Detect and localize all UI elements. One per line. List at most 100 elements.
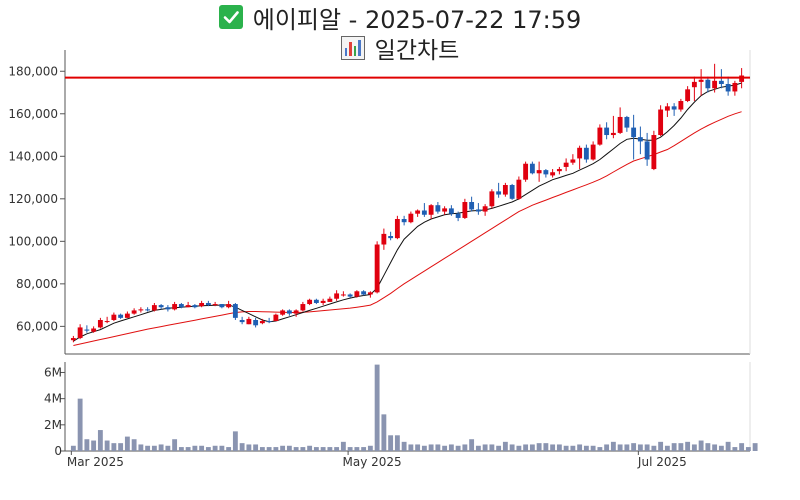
volume-bar — [367, 445, 373, 451]
candle — [644, 132, 650, 166]
volume-bar — [273, 447, 279, 451]
candle — [334, 290, 340, 301]
volume-bar — [131, 439, 137, 451]
volume-bar — [732, 447, 738, 451]
candle — [651, 130, 657, 171]
volume-bar — [118, 443, 124, 451]
candle-body — [577, 147, 583, 159]
volume-bar — [111, 443, 117, 451]
volume-bar — [455, 445, 461, 451]
candle — [77, 324, 83, 340]
volume-bar — [246, 444, 252, 451]
candle-body — [610, 132, 616, 136]
candle — [610, 115, 616, 139]
candle — [280, 309, 286, 316]
candle-body — [536, 170, 542, 174]
candle-body — [651, 135, 657, 170]
candle-body — [131, 310, 137, 314]
candle-body — [293, 310, 299, 314]
candle-body — [550, 172, 556, 176]
candle-body — [415, 210, 421, 214]
candle — [718, 69, 724, 89]
candle-body — [725, 84, 731, 92]
volume-bar — [172, 439, 178, 451]
candle — [354, 290, 360, 298]
candle — [374, 241, 380, 294]
volume-bar — [408, 444, 414, 451]
candle-body — [347, 294, 353, 297]
candle — [725, 76, 731, 96]
candle — [617, 107, 623, 134]
volume-series — [70, 364, 758, 451]
volume-bar — [523, 444, 529, 451]
candle-body — [489, 191, 495, 207]
candle-body — [104, 321, 110, 323]
candle-body — [253, 319, 259, 326]
volume-bar — [644, 444, 650, 451]
candle-body — [374, 244, 380, 293]
candle-body — [523, 163, 529, 180]
chart-title: 에이피알 - 2025-07-22 17:59 — [252, 5, 582, 34]
volume-bar — [239, 443, 245, 451]
price-y-tick-label: 120,000 — [8, 192, 58, 206]
price-y-tick-label: 180,000 — [8, 64, 58, 78]
candle-body — [388, 236, 394, 239]
candle — [698, 69, 704, 96]
volume-bar — [70, 445, 76, 451]
candle — [84, 325, 90, 333]
candle-body — [644, 141, 650, 160]
candle — [91, 326, 97, 333]
volume-bar — [556, 444, 562, 451]
candle-body — [97, 319, 103, 328]
candle-body — [732, 82, 738, 92]
volume-bar — [205, 447, 211, 451]
volume-bar — [300, 447, 306, 451]
axis-labels: 60,000 80,000 100,000 120,000 140,000 160,000… — [8, 64, 686, 469]
volume-bar — [745, 447, 751, 451]
candle-body — [543, 170, 549, 175]
candle-body — [678, 101, 684, 110]
price-y-tick-label: 80,000 — [16, 277, 58, 291]
volume-bar — [489, 444, 495, 451]
x-tick-label: Jul 2025 — [637, 455, 687, 469]
candle-body — [286, 310, 292, 314]
volume-bar — [232, 431, 238, 451]
candle — [496, 182, 502, 198]
volume-bar — [658, 441, 664, 451]
candle — [104, 316, 110, 324]
volume-y-tick-label: 4M — [44, 392, 62, 406]
volume-bar — [725, 441, 731, 451]
candle — [313, 298, 319, 305]
volume-bar — [698, 440, 704, 451]
volume-bar — [563, 445, 569, 451]
volume-y-tick-label: 6M — [44, 365, 62, 379]
candle-body — [529, 163, 535, 174]
candle — [307, 298, 313, 306]
candle-body — [367, 292, 373, 295]
volume-y-tick-label: 0 — [54, 444, 62, 458]
volume-bar — [651, 445, 657, 451]
volume-bar — [212, 445, 218, 451]
candle-body — [145, 309, 151, 311]
candle — [421, 203, 427, 217]
candle — [131, 308, 137, 315]
volume-bar — [637, 444, 643, 451]
candle-body — [205, 302, 211, 306]
volume-bar — [617, 444, 623, 451]
candle-body — [246, 318, 252, 325]
candle — [381, 228, 387, 250]
volume-bar — [543, 443, 549, 451]
candle — [158, 304, 164, 310]
candle-body — [300, 304, 306, 311]
candle-body — [482, 206, 488, 212]
candle-body — [91, 328, 97, 332]
volume-bar — [428, 444, 434, 451]
candle-body — [435, 205, 441, 212]
volume-bar — [597, 447, 603, 451]
volume-bar — [266, 447, 272, 451]
candle — [671, 103, 677, 116]
candle — [469, 196, 475, 212]
candle — [347, 293, 353, 298]
volume-bar — [178, 447, 184, 451]
volume-bar — [158, 444, 164, 451]
